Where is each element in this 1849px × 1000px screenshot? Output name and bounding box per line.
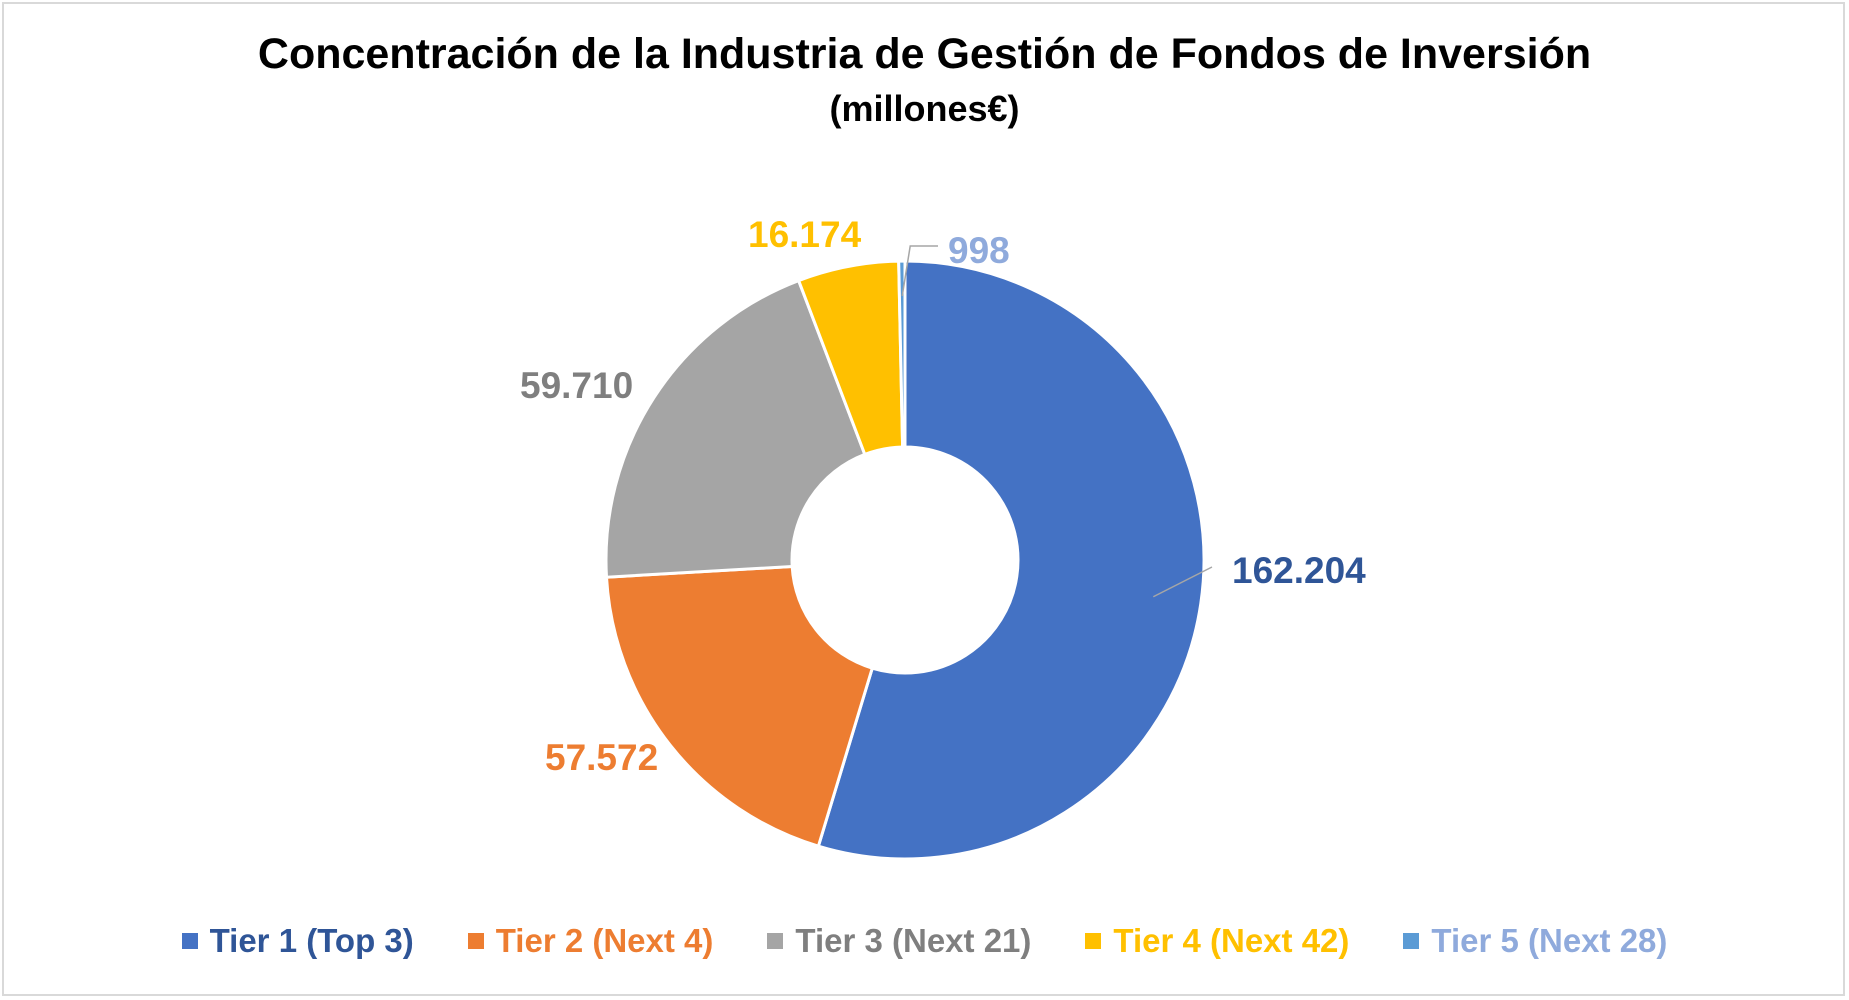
data-label-tier-2: 57.572 xyxy=(545,737,658,778)
legend-swatch-tier-4 xyxy=(1085,933,1102,949)
chart-legend: Tier 1 (Top 3) Tier 2 (Next 4) Tier 3 (Nex… xyxy=(0,922,1849,960)
legend-item-tier-3[interactable]: Tier 3 (Next 21) xyxy=(767,922,1031,960)
legend-item-tier-4[interactable]: Tier 4 (Next 42) xyxy=(1085,922,1349,960)
legend-swatch-tier-1 xyxy=(181,933,198,949)
slice-tier-3[interactable] xyxy=(604,278,867,579)
data-label-tier-3: 59.710 xyxy=(520,365,633,406)
legend-label-tier-4: Tier 4 (Next 42) xyxy=(1113,922,1350,959)
legend-label-tier-1: Tier 1 (Top 3) xyxy=(209,922,414,959)
slice-tier-5[interactable] xyxy=(897,259,907,449)
slice-tier-2[interactable] xyxy=(604,564,875,849)
legend-swatch-tier-2 xyxy=(467,933,484,949)
data-label-tier-5: 998 xyxy=(948,230,1010,271)
data-label-tier-1: 162.204 xyxy=(1232,550,1366,591)
legend-label-tier-2: Tier 2 (Next 4) xyxy=(495,922,714,959)
legend-swatch-tier-5 xyxy=(1403,933,1420,949)
legend-item-tier-5[interactable]: Tier 5 (Next 28) xyxy=(1403,922,1667,960)
legend-swatch-tier-3 xyxy=(767,933,784,949)
legend-label-tier-5: Tier 5 (Next 28) xyxy=(1431,922,1668,959)
leader-line-tier-1 xyxy=(1152,566,1213,598)
leader-line-tier-5 xyxy=(901,245,938,297)
legend-label-tier-3: Tier 3 (Next 21) xyxy=(795,922,1032,959)
slice-tier-1[interactable] xyxy=(816,259,1206,861)
data-label-tier-4: 16.174 xyxy=(748,214,862,255)
legend-item-tier-1[interactable]: Tier 1 (Top 3) xyxy=(181,922,414,960)
chart-title: Concentración de la Industria de Gestión… xyxy=(257,30,1592,78)
chart-subtitle: (millones€) xyxy=(829,88,1020,129)
legend-item-tier-2[interactable]: Tier 2 (Next 4) xyxy=(467,922,714,960)
